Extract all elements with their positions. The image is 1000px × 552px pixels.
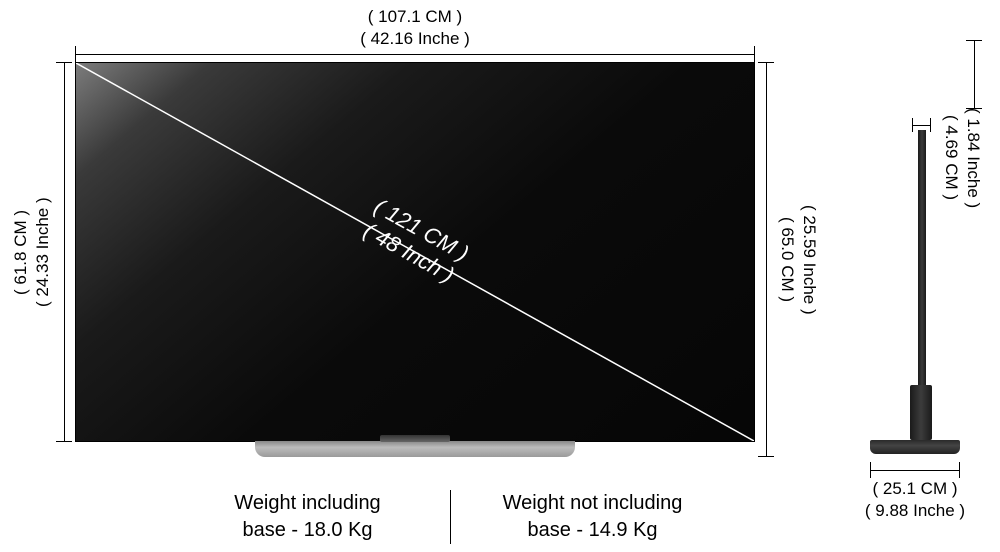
side-base [870, 440, 960, 454]
depth-bracket-top2 [966, 108, 982, 109]
tv-front-view: ( 121 CM ) ( 48 Inch ) [75, 62, 755, 452]
base-cm: ( 25.1 CM ) [850, 478, 980, 500]
width-cm: ( 107.1 CM ) [75, 6, 755, 28]
width-cap-right [754, 46, 755, 62]
weight-without-base: Weight not including base - 14.9 Kg [463, 490, 723, 544]
depth-cm: ( 4.69 CM ) [940, 28, 962, 288]
base-label: ( 25.1 CM ) ( 9.88 Inche ) [850, 478, 980, 522]
height-left-line [64, 62, 65, 442]
weight-row: Weight including base - 18.0 Kg Weight n… [140, 490, 760, 544]
height-right-cap-top [758, 62, 774, 63]
height-right-cm: ( 65.0 CM ) [776, 62, 798, 457]
depth-bracket-vline [974, 40, 975, 108]
height-left-cap-top [56, 62, 72, 63]
width-cap-left [75, 46, 76, 62]
weight-separator [450, 490, 451, 544]
height-right-cap-bot [758, 456, 774, 457]
depth-top-line [912, 125, 931, 126]
base-dim-line [870, 470, 960, 471]
height-right-label: ( 25.59 Inche ) ( 65.0 CM ) [776, 62, 820, 457]
diagonal-label: ( 121 CM ) ( 48 Inch ) [357, 194, 473, 290]
height-left-in: ( 24.33 Inche ) [32, 62, 54, 442]
height-left-label: ( 61.8 CM ) ( 24.33 Inche ) [10, 62, 54, 442]
height-right-in: ( 25.59 Inche ) [798, 62, 820, 457]
width-dim-line [75, 54, 755, 55]
width-in: ( 42.16 Inche ) [75, 28, 755, 50]
weight-with-base: Weight including base - 18.0 Kg [178, 490, 438, 544]
weight-without-value: base - 14.9 Kg [463, 517, 723, 544]
depth-label: ( 1.84 Inche ) ( 4.69 CM ) [940, 28, 984, 288]
weight-with-label: Weight including [178, 490, 438, 517]
weight-with-value: base - 18.0 Kg [178, 517, 438, 544]
base-cap-left [870, 462, 871, 478]
weight-without-label: Weight not including [463, 490, 723, 517]
height-right-line [766, 62, 767, 457]
height-left-cap-bot [56, 441, 72, 442]
side-neck [910, 385, 932, 440]
width-label: ( 107.1 CM ) ( 42.16 Inche ) [75, 6, 755, 50]
tv-stand [255, 441, 575, 457]
height-left-cm: ( 61.8 CM ) [10, 62, 32, 442]
tv-screen: ( 121 CM ) ( 48 Inch ) [75, 62, 755, 442]
base-cap-right [959, 462, 960, 478]
base-in: ( 9.88 Inche ) [850, 500, 980, 522]
